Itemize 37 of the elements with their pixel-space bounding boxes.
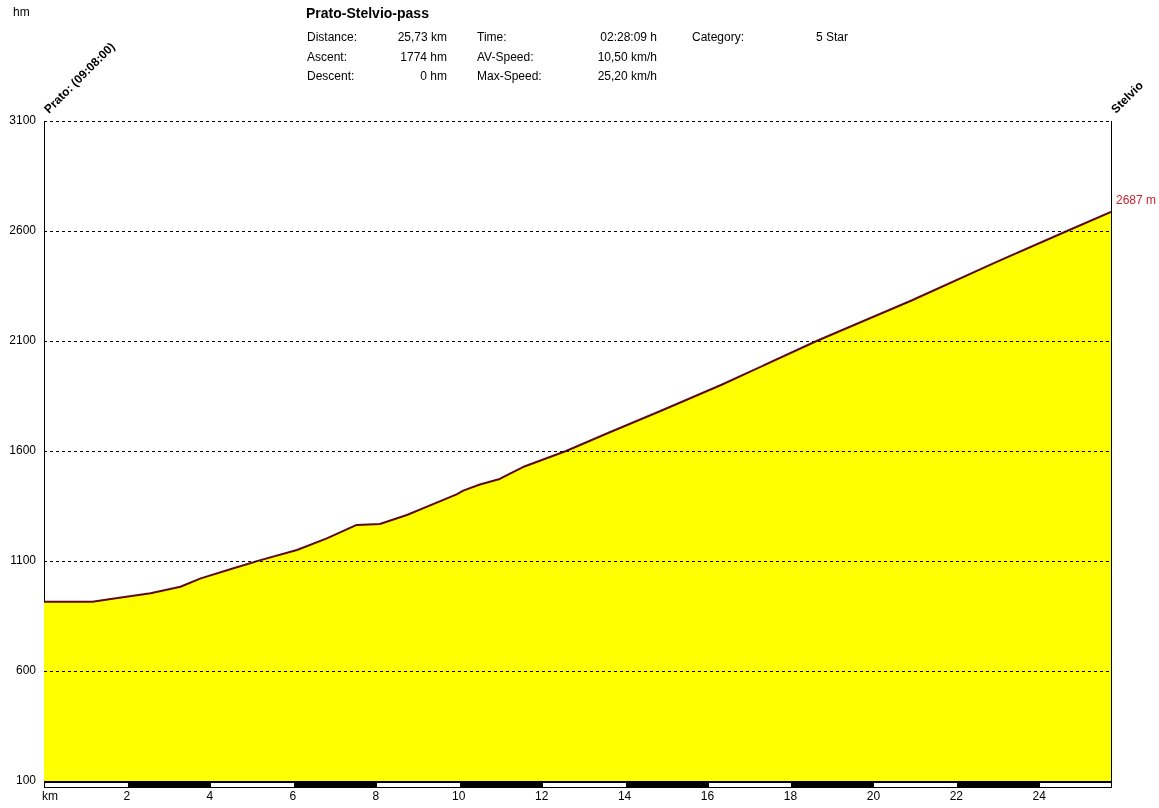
annotation: 2687 m (1116, 193, 1157, 208)
text: Distance: (307, 30, 358, 44)
text: Ascent: (307, 50, 348, 64)
x-tick-label: 16 (700, 788, 715, 803)
x-tick-label: 22 (949, 788, 964, 803)
chart-title: Prato-Stelvio-pass (306, 5, 429, 21)
text: Descent: (307, 69, 355, 83)
x-axis-title: km (42, 789, 58, 804)
y-tick-label: 600 (15, 663, 37, 678)
y-tick-label: 2100 (9, 333, 37, 348)
x-tick-label: 2 (123, 788, 131, 803)
text: Time: (477, 30, 507, 44)
text: 25,73 km (397, 30, 447, 44)
text: AV-Speed: (477, 50, 534, 64)
text: 25,20 km/h (597, 69, 657, 83)
x-tick-label: 14 (617, 788, 632, 803)
text: Max-Speed: (477, 69, 542, 83)
y-tick-label: 1100 (10, 553, 37, 568)
text: 5 Star (815, 30, 848, 44)
x-tick-label: 4 (206, 788, 214, 803)
text: hm (13, 5, 30, 20)
y-tick-label: 2600 (9, 223, 37, 238)
x-tick-label: 10 (452, 788, 466, 803)
text: 10,50 km/h (597, 50, 657, 64)
y-tick-label: 100 (15, 773, 37, 788)
text: 02:28:09 h (600, 30, 657, 44)
x-tick-label: 6 (289, 788, 297, 803)
text: Category: (692, 30, 745, 44)
x-tick-label: 8 (372, 788, 380, 803)
text: 1774 hm (400, 50, 447, 64)
x-tick-label: 18 (783, 788, 798, 803)
y-tick-label: 3100 (9, 113, 37, 128)
y-tick-label: 1600 (9, 443, 37, 458)
text: 0 hm (420, 69, 447, 83)
x-tick-label: 24 (1032, 788, 1047, 803)
x-tick-label: 12 (534, 788, 549, 803)
x-tick-label: 20 (866, 788, 881, 803)
